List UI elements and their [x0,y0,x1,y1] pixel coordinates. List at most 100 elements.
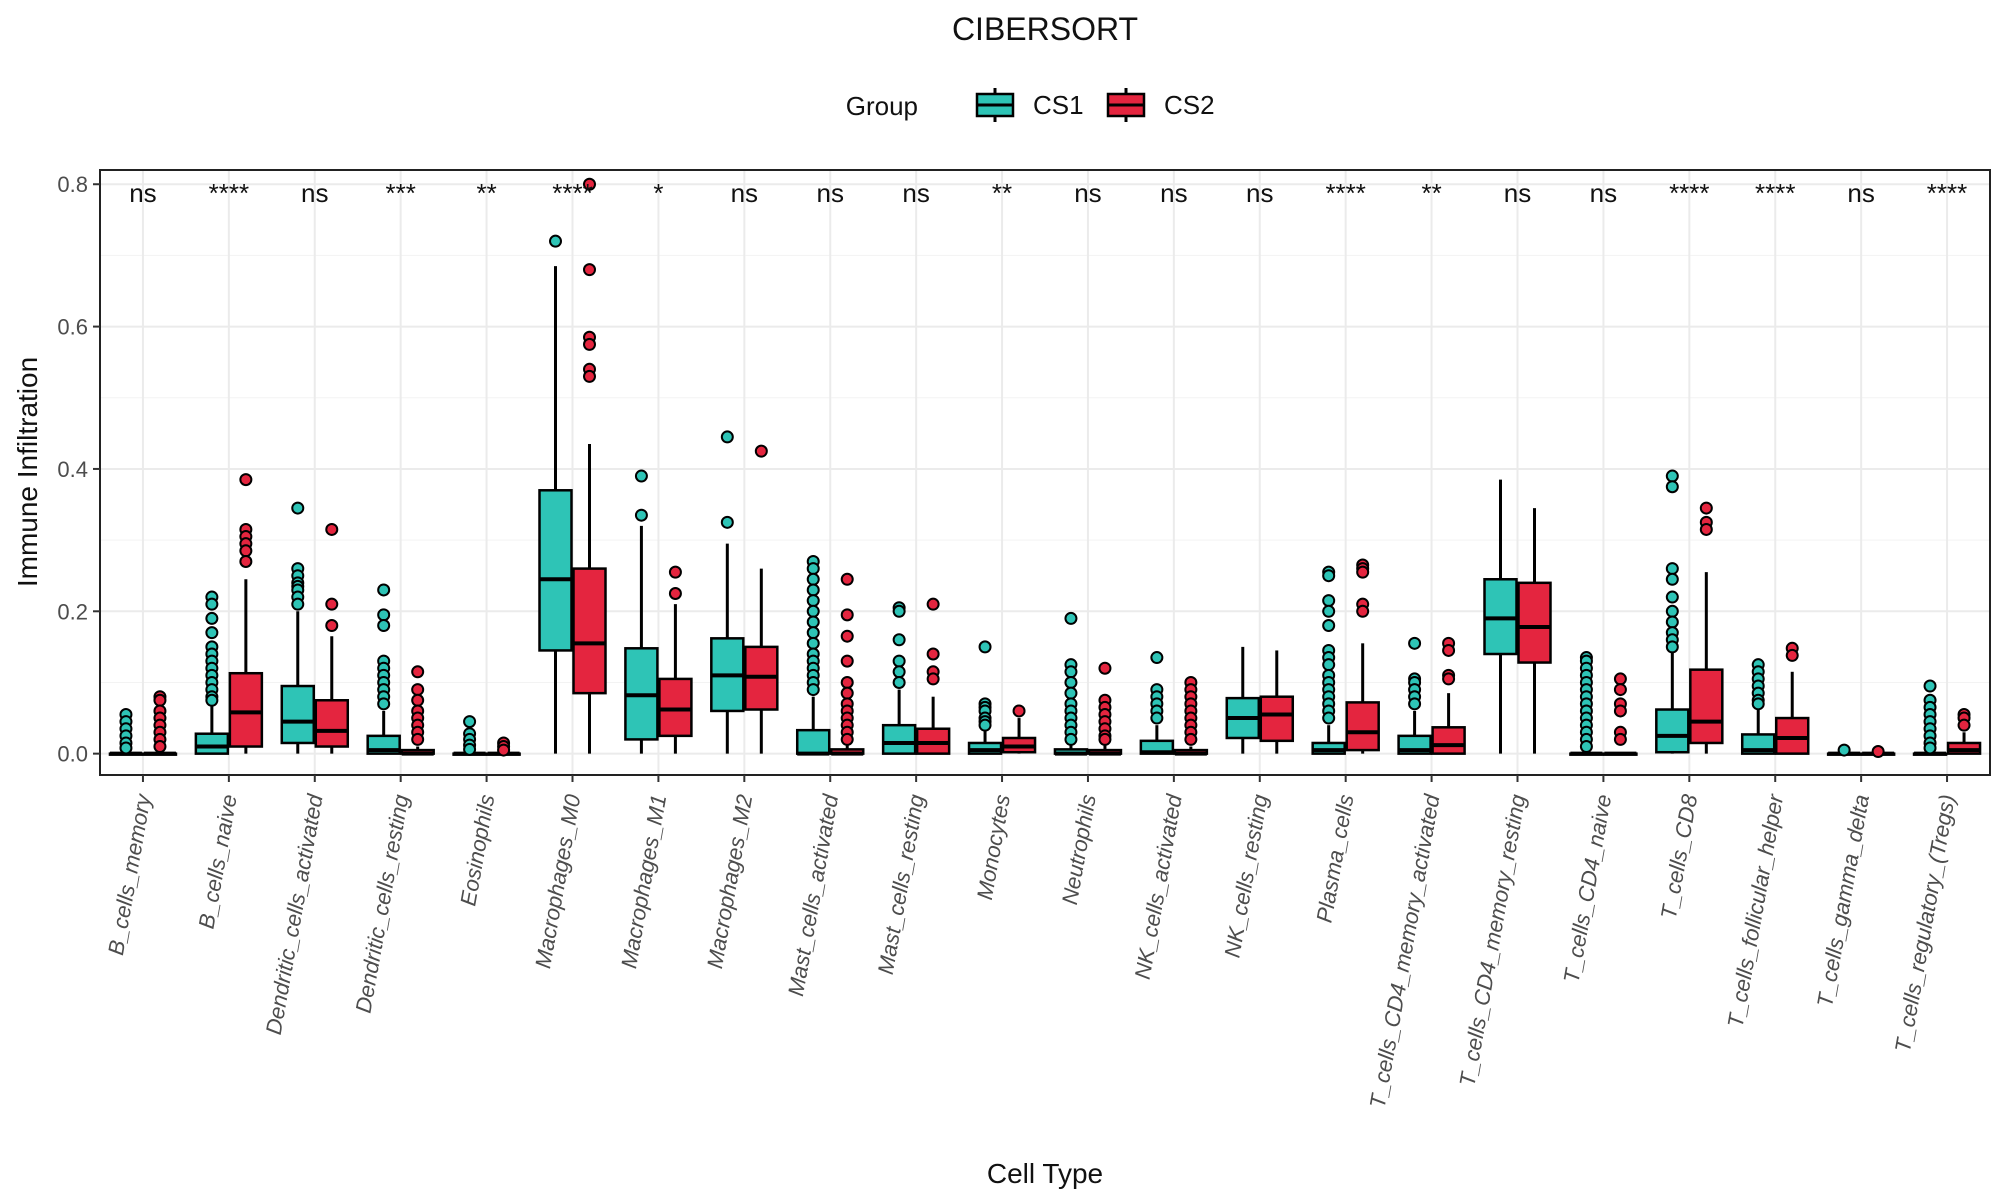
significance-label: **** [552,178,592,208]
outlier-point [926,647,940,661]
outlier-point [806,636,820,650]
outlier-point [549,234,562,248]
box-cs2 [1345,558,1380,754]
outlier-point [325,522,339,536]
box-cs2 [1946,708,1982,755]
box-body [194,732,230,755]
box-cs1 [1740,658,1776,755]
outlier-point [840,732,854,746]
outlier-point [1064,665,1078,679]
significance-label: ** [1421,178,1441,208]
outlier-point [411,665,425,679]
x-tick-label: NK_cells_activated [1130,792,1187,981]
outlier-point [583,177,596,191]
x-tick-label: T_cells_CD8 [1656,792,1703,921]
outlier-point [119,741,133,755]
y-tick-label: 0.0 [57,742,88,767]
box-cs2 [1860,745,1896,759]
significance-labels: ns **** ns *** ** **** * ns ns ns ** ns ns ns **** ** ns… [129,178,1967,208]
outlier-point [1665,590,1679,604]
y-axis-title: Immune Infiltration [12,357,43,587]
x-tick-label: B_cells_naive [194,793,242,931]
outlier-point [720,515,734,529]
legend-key-cs2 [1106,88,1146,122]
box-cs2 [1001,704,1037,754]
outlier-point [1150,651,1164,665]
significance-label: *** [386,178,416,208]
outlier-point [153,693,167,707]
outlier-point [325,597,339,611]
box-cs2 [658,565,693,754]
outlier-point [840,686,854,700]
box-cs1 [280,501,316,754]
x-tick-label: T_cells_CD4_memory_activated [1365,792,1445,1110]
legend-label-cs2: CS2 [1164,90,1215,120]
legend-key-cs1 [975,88,1015,122]
box-cs2 [915,597,951,755]
outlier-point [1699,501,1713,515]
box-cs1 [1826,743,1862,757]
box-cs2 [1087,661,1123,756]
outlier-point [840,572,854,586]
x-tick-label: T_cells_follicular_helper [1723,791,1789,1029]
x-tick-label: T_cells_regulatory_(Tregs) [1890,793,1960,1055]
outlier-point [1098,661,1112,675]
outlier-point [1356,604,1370,618]
outlier-point [153,740,167,754]
box-cs2 [142,690,178,756]
outlier-point [1923,741,1937,755]
y-tick-label: 0.2 [57,599,88,624]
outlier-point [1322,594,1336,608]
box-cs2 [486,736,521,757]
x-tick-label: Plasma_cells [1311,793,1358,925]
outlier-point [377,697,391,711]
box-body [572,567,607,695]
outlier-point [1751,697,1765,711]
box-cs1 [795,554,831,756]
significance-label: ns [1590,178,1617,208]
x-tick-label: Eosinophils [455,793,499,908]
x-tick-label: T_cells_CD4_memory_resting [1454,792,1530,1088]
box-cs1 [1912,679,1948,756]
box-cs1 [1311,565,1346,755]
box-body [1689,668,1724,745]
box-cs1 [366,583,401,755]
outlier-point [583,369,596,383]
box-cs2 [572,177,607,754]
outlier-point [463,742,477,756]
box-cs1 [1397,636,1432,755]
outlier-point [806,583,820,597]
outlier-point [1665,480,1679,494]
legend: Group CS1 CS2 [846,88,1215,122]
box-cs1 [1225,646,1261,754]
outlier-point [806,594,820,608]
outlier-point [926,597,940,611]
box-cs1 [1655,469,1690,754]
box-cs2 [1517,508,1552,754]
x-axis: B_cells_memory B_cells_naive Dendritic_cel… [103,775,1960,1110]
outlier-point [377,583,391,597]
outlier-point [926,672,940,686]
outlier-point [1012,704,1026,718]
significance-label: ns [1504,178,1531,208]
outlier-point [1442,672,1456,686]
outlier-point [1184,732,1198,746]
box-cs2 [1259,650,1295,754]
outlier-point [806,683,820,697]
x-tick-label: Mast_cells_resting [873,792,929,977]
outlier-point [668,565,682,579]
box-body [1774,716,1810,755]
box-cs2 [1774,641,1810,755]
box-body [538,489,573,652]
x-tick-label: T_cells_gamma_delta [1812,793,1874,1009]
outlier-point [1665,640,1679,654]
box-cs2 [314,522,350,754]
box-cs2 [400,665,435,756]
outlier-point [583,337,596,351]
significance-label: ns [1847,178,1874,208]
outlier-point [806,604,820,618]
outlier-point [1665,615,1679,629]
box-cs2 [1603,672,1638,756]
significance-label: ns [1246,178,1273,208]
box-cs1 [1569,651,1604,756]
